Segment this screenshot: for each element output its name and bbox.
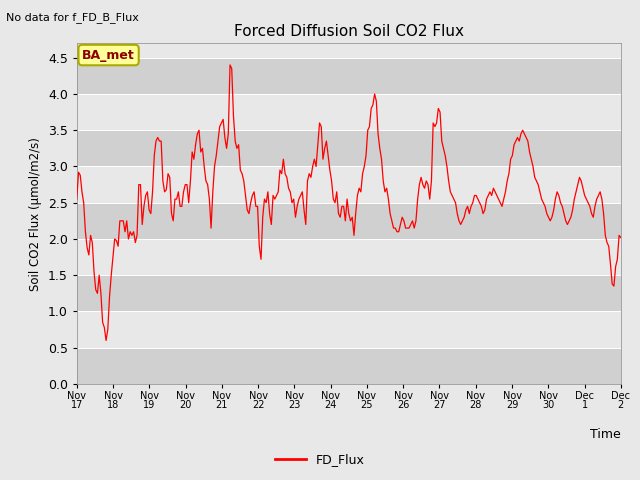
Y-axis label: Soil CO2 Flux (μmol/m2/s): Soil CO2 Flux (μmol/m2/s) xyxy=(29,137,42,290)
Bar xyxy=(77,203,621,239)
Bar xyxy=(77,348,621,384)
Text: BA_met: BA_met xyxy=(82,48,135,61)
Bar xyxy=(77,58,621,94)
Bar xyxy=(77,275,621,312)
Text: Time: Time xyxy=(590,428,621,441)
Bar xyxy=(77,130,621,167)
Text: No data for f_FD_B_Flux: No data for f_FD_B_Flux xyxy=(6,12,140,23)
Legend: FD_Flux: FD_Flux xyxy=(270,448,370,471)
Title: Forced Diffusion Soil CO2 Flux: Forced Diffusion Soil CO2 Flux xyxy=(234,24,464,39)
